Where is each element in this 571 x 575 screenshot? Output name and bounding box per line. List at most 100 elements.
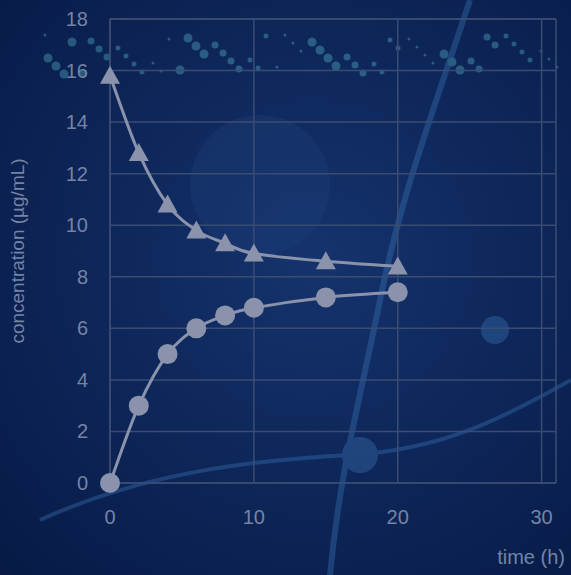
plot-area (100, 66, 408, 493)
tick-label: 12 (66, 163, 88, 185)
tick-label: 20 (387, 506, 409, 528)
grid-line (109, 19, 111, 483)
marker (158, 344, 178, 364)
series-line (110, 292, 398, 483)
decor-dot (124, 54, 129, 59)
decor-dot (200, 50, 209, 59)
marker (186, 220, 206, 238)
grid-line (110, 276, 556, 278)
decor-dot (116, 46, 121, 51)
decor-dot (332, 62, 341, 71)
decor-dot (228, 58, 235, 65)
decor-circle (190, 115, 330, 255)
x-axis (110, 482, 556, 484)
decor-dot (132, 62, 137, 67)
grid-line (397, 19, 399, 483)
grid-line (110, 18, 556, 20)
decor-dot (68, 38, 77, 47)
tick-label: 0 (104, 506, 115, 528)
decoration (40, 0, 571, 575)
decor-dot (484, 34, 491, 41)
decor-dot (44, 54, 53, 63)
decor-dot (504, 34, 509, 39)
decor-dot (236, 66, 243, 73)
decor-dot (192, 42, 201, 51)
marker (129, 143, 149, 161)
tick-label: 0 (77, 472, 88, 494)
decor-dot (316, 46, 325, 55)
y-axis-title: concentration (µg/mL) (7, 158, 28, 343)
marker (388, 282, 408, 302)
grid-line (110, 70, 556, 72)
decor-dot (528, 58, 533, 63)
decor-fiber (40, 380, 571, 520)
chart: 0 2 4 6 8 10 12 14 16 18 0 10 20 30 concentration (µg/… (0, 0, 571, 575)
decor-dot (448, 58, 457, 67)
decor-dot (432, 62, 435, 65)
decor-dot (344, 54, 351, 61)
decor-dot (276, 66, 279, 69)
grid (110, 19, 556, 483)
decor-dot (408, 38, 411, 41)
decor-dot (440, 50, 449, 59)
tick-label: 16 (66, 60, 88, 82)
tick-label: 2 (77, 420, 88, 442)
tick-label: 30 (530, 506, 552, 528)
grid-line (541, 19, 543, 483)
decor-dot (424, 54, 427, 57)
decor-cell (342, 437, 378, 473)
decor-dot (220, 50, 227, 57)
decor-dot (292, 42, 295, 45)
grid-line (110, 173, 556, 175)
y-axis (109, 19, 111, 483)
grid-line (110, 328, 556, 330)
series-line (110, 76, 398, 267)
marker (100, 66, 120, 84)
frame (555, 19, 557, 483)
grid-line (110, 431, 556, 433)
decor-dot (152, 62, 155, 65)
decor-dot (88, 38, 95, 45)
marker (215, 305, 235, 325)
decor-dot (44, 34, 47, 37)
tick-label: 4 (77, 369, 88, 391)
decor-dot (300, 50, 303, 53)
decor-dot (52, 62, 61, 71)
decor-dot (324, 54, 333, 63)
decor-cell (481, 316, 509, 344)
x-axis-title: time (h) (497, 546, 565, 568)
decor-dot (168, 38, 171, 41)
grid-line (110, 482, 556, 484)
marker (316, 251, 336, 269)
decor-dot (184, 34, 193, 43)
marker (244, 244, 264, 262)
decor-fiber (330, 0, 470, 575)
decor-dot (468, 58, 475, 65)
tick-label: 18 (66, 8, 88, 30)
decor-dot (264, 34, 269, 39)
decor-dot (548, 58, 551, 61)
decor-dot (520, 50, 525, 55)
decor-dot (284, 34, 287, 37)
background (0, 0, 571, 575)
marker (129, 396, 149, 416)
tick-label: 10 (66, 214, 88, 236)
tick-label: 8 (77, 266, 88, 288)
decor-dot (512, 42, 517, 47)
marker (388, 256, 408, 274)
decor-dot (416, 46, 419, 49)
tick-label: 6 (77, 317, 88, 339)
decor-dot (476, 66, 483, 73)
marker (215, 233, 235, 251)
tick-label: 10 (243, 506, 265, 528)
frame (110, 18, 556, 20)
tick-label: 14 (66, 111, 88, 133)
marker (186, 318, 206, 338)
marker (100, 473, 120, 493)
decor-dot (248, 58, 253, 63)
marker (244, 298, 264, 318)
decor-dot (492, 42, 499, 49)
decor-dot (352, 62, 359, 69)
decor-dot (212, 42, 219, 49)
decor-dot (388, 38, 393, 43)
